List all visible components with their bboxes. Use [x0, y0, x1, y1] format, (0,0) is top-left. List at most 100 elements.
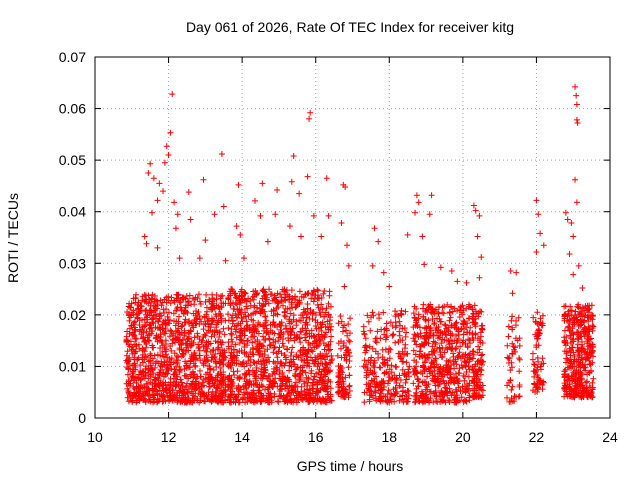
data-point	[420, 395, 427, 402]
data-point	[576, 348, 583, 355]
data-point	[274, 364, 281, 371]
data-point	[284, 399, 291, 406]
data-point	[302, 369, 309, 376]
data-point	[366, 343, 373, 350]
data-point	[577, 322, 584, 329]
data-point	[196, 298, 203, 305]
data-point	[562, 209, 569, 216]
data-point	[158, 302, 165, 309]
data-point	[308, 367, 315, 374]
data-point	[308, 347, 315, 354]
data-point	[535, 384, 542, 391]
data-point	[199, 379, 206, 386]
data-point	[257, 375, 264, 382]
data-point	[345, 364, 352, 371]
data-point	[222, 354, 229, 361]
data-point	[163, 299, 170, 306]
data-point	[565, 323, 572, 330]
data-point	[244, 338, 251, 345]
data-point	[379, 346, 386, 353]
data-point	[206, 376, 213, 383]
data-point	[429, 315, 436, 322]
data-point	[412, 351, 419, 358]
data-point	[516, 342, 523, 349]
data-point	[303, 350, 310, 357]
data-point	[210, 354, 217, 361]
data-point	[157, 362, 164, 369]
data-point	[183, 384, 190, 391]
data-point	[308, 295, 315, 302]
data-point	[256, 395, 263, 402]
data-point	[233, 314, 240, 321]
data-point	[299, 367, 306, 374]
data-point	[437, 318, 444, 325]
data-point	[125, 389, 132, 396]
data-point	[261, 308, 268, 315]
data-point	[270, 383, 277, 390]
data-point	[534, 309, 541, 316]
data-point	[311, 373, 318, 380]
data-point	[233, 334, 240, 341]
data-point	[445, 380, 452, 387]
data-point	[160, 188, 167, 195]
data-point	[256, 345, 263, 352]
data-point	[326, 288, 333, 295]
data-point	[460, 398, 467, 405]
data-point	[141, 323, 148, 330]
data-point	[256, 300, 263, 307]
data-point	[147, 324, 154, 331]
data-point	[159, 348, 166, 355]
data-point	[575, 311, 582, 318]
data-point	[538, 322, 545, 329]
data-point	[151, 392, 158, 399]
data-point	[334, 352, 341, 359]
data-point	[163, 366, 170, 373]
data-point	[236, 329, 243, 336]
data-point	[461, 358, 468, 365]
data-point	[530, 361, 537, 368]
data-point	[154, 338, 161, 345]
data-point	[149, 209, 156, 216]
data-point	[139, 297, 146, 304]
data-point	[470, 316, 477, 323]
data-point	[443, 362, 450, 369]
data-point	[185, 375, 192, 382]
data-point	[141, 291, 148, 298]
data-point	[123, 357, 130, 364]
data-point	[177, 366, 184, 373]
data-point	[183, 293, 190, 300]
data-point	[416, 348, 423, 355]
data-point	[220, 390, 227, 397]
data-point	[579, 313, 586, 320]
data-point	[159, 361, 166, 368]
data-point	[410, 335, 417, 342]
data-point	[567, 352, 574, 359]
data-point	[157, 337, 164, 344]
data-point	[164, 392, 171, 399]
data-point	[201, 397, 208, 404]
data-point	[444, 368, 451, 375]
data-point	[578, 355, 585, 362]
data-point	[217, 397, 224, 404]
data-point	[201, 392, 208, 399]
data-point	[282, 354, 289, 361]
data-point	[219, 339, 226, 346]
data-point	[573, 199, 580, 206]
data-point	[577, 369, 584, 376]
data-point	[129, 370, 136, 377]
data-point	[309, 382, 316, 389]
data-point	[427, 330, 434, 337]
data-point	[179, 322, 186, 329]
data-point	[167, 300, 174, 307]
data-point	[203, 352, 210, 359]
data-point	[173, 379, 180, 386]
data-point	[531, 362, 538, 369]
data-point	[128, 322, 135, 329]
data-point	[574, 341, 581, 348]
data-point	[579, 285, 586, 292]
data-point	[260, 333, 267, 340]
data-point	[202, 237, 209, 244]
data-point	[448, 268, 455, 275]
data-point	[156, 310, 163, 317]
data-point	[448, 304, 455, 311]
